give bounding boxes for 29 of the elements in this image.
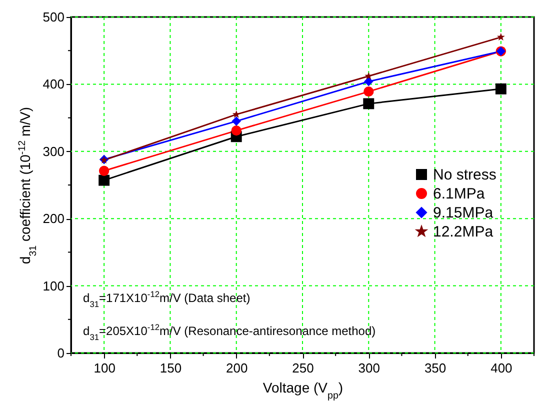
legend-label: 6.1MPa xyxy=(433,186,486,202)
point xyxy=(231,125,242,136)
x-tick-label: 400 xyxy=(490,360,512,376)
x-tick-label: 200 xyxy=(226,360,248,376)
annotation: d$_{31}$=171X10$^{-12}$m/V (Data sheet) xyxy=(83,289,250,309)
y-tick-label: 200 xyxy=(42,211,64,226)
point xyxy=(364,86,374,97)
y-tick-label: 0 xyxy=(57,346,64,360)
x-tick-label: 150 xyxy=(160,360,182,376)
point xyxy=(496,32,505,41)
point xyxy=(232,116,242,126)
point xyxy=(98,174,110,186)
x-tick-label: 250 xyxy=(292,360,314,376)
x-tick-label: 300 xyxy=(358,360,380,376)
x-tick-label: 350 xyxy=(424,360,446,376)
x-tick-label: 100 xyxy=(94,360,116,376)
point xyxy=(364,76,374,86)
annotation: d$_{31}$=205X10$^{-12}$m/V (Resonance-antiresonance method) xyxy=(83,322,376,342)
y-tick-label: 500 xyxy=(42,10,64,24)
legend-label: 12.2MPa xyxy=(433,224,494,240)
y-tick-label: 400 xyxy=(42,76,64,92)
point xyxy=(495,83,506,94)
y-tick-label: 100 xyxy=(42,278,64,294)
point xyxy=(363,98,374,110)
point xyxy=(98,166,110,176)
y-tick-label: 300 xyxy=(42,144,64,159)
legend-label: 9.15MPa xyxy=(433,204,494,222)
x-axis-title: Voltage (V$_{pp}$) xyxy=(262,380,344,401)
legend-label: No stress xyxy=(433,166,496,184)
